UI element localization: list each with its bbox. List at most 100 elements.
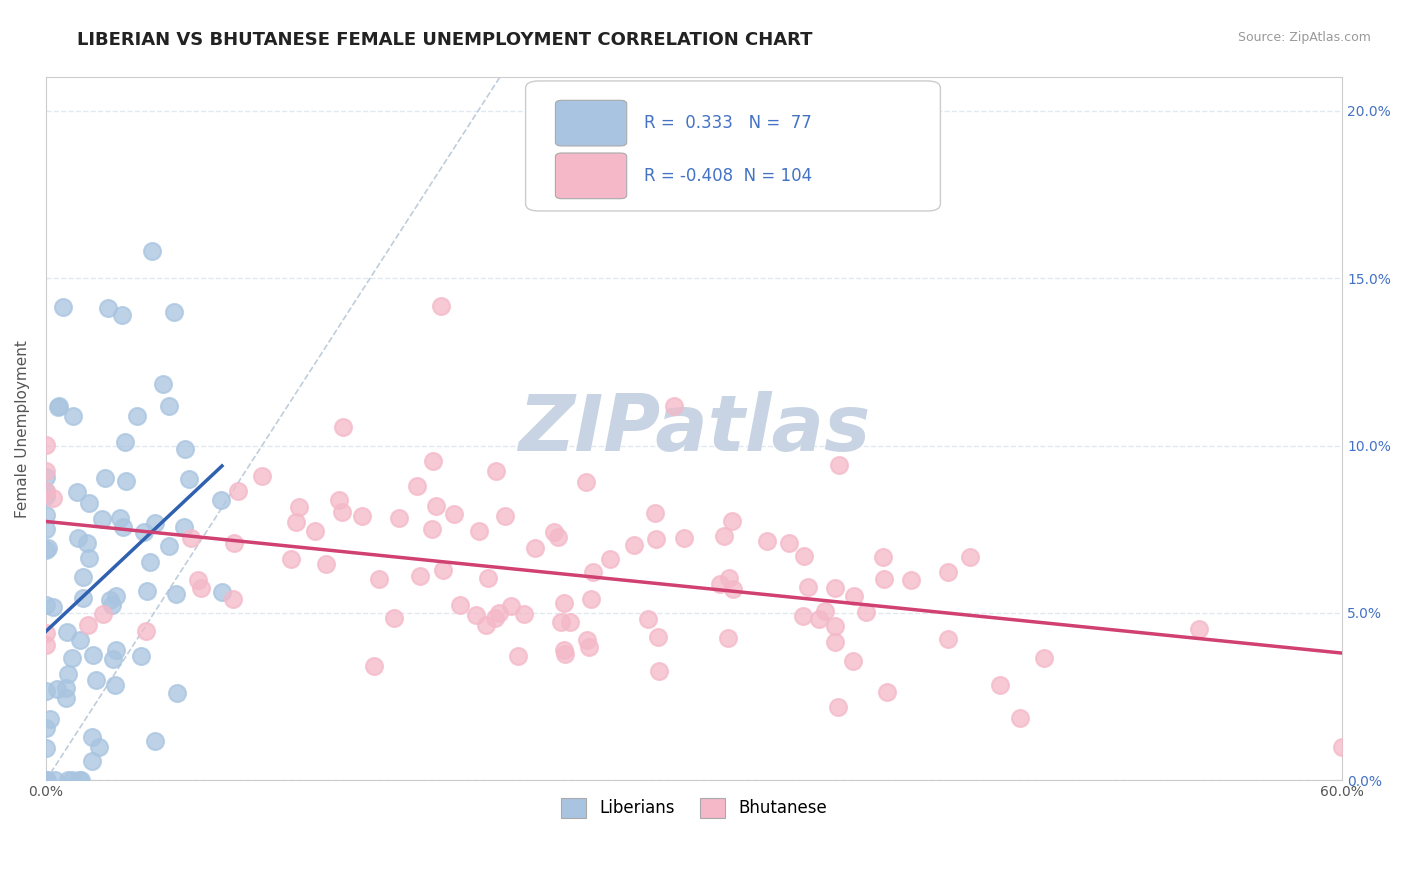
Point (547, 530, 569, 544)
Point (405, 479, 427, 493)
Point (506, 649, 529, 664)
Point (52, 300, 75, 314)
Point (35, 773, 58, 788)
Point (35, 464, 58, 478)
Point (422, 454, 444, 468)
Point (827, 699, 849, 714)
Point (988, 677, 1011, 691)
Point (755, 533, 778, 548)
Point (814, 605, 837, 619)
Point (224, 536, 246, 550)
Point (60, 773, 83, 788)
Point (808, 612, 831, 626)
Point (499, 599, 522, 613)
Point (35, 638, 58, 652)
Text: ZIPatlas: ZIPatlas (517, 391, 870, 467)
Point (855, 605, 877, 619)
Point (468, 524, 491, 538)
Point (55, 625, 77, 640)
Point (328, 492, 350, 507)
Point (284, 516, 307, 530)
Point (44, 773, 66, 788)
Point (1188, 622, 1211, 636)
Point (330, 505, 353, 519)
Point (173, 520, 195, 534)
Point (425, 499, 447, 513)
Point (304, 524, 326, 539)
Point (134, 524, 156, 539)
Text: LIBERIAN VS BHUTANESE FEMALE UNEMPLOYMENT CORRELATION CHART: LIBERIAN VS BHUTANESE FEMALE UNEMPLOYMEN… (77, 31, 813, 49)
Point (62, 409, 84, 424)
Point (494, 508, 516, 523)
Point (288, 500, 311, 514)
Point (543, 524, 565, 539)
Point (936, 632, 959, 646)
Point (35, 438, 58, 452)
Point (46, 682, 69, 697)
Point (66, 485, 89, 500)
Point (56, 667, 79, 681)
Point (226, 483, 249, 498)
Point (721, 582, 744, 596)
Point (180, 531, 202, 545)
FancyBboxPatch shape (555, 153, 627, 199)
Point (37, 541, 59, 555)
Point (554, 647, 576, 661)
Point (136, 583, 159, 598)
Point (143, 516, 166, 531)
Point (579, 592, 602, 607)
Point (141, 244, 163, 259)
Point (35, 470, 58, 484)
Point (82, 730, 104, 744)
Point (42, 599, 65, 614)
Point (717, 631, 740, 645)
Point (332, 420, 354, 434)
Point (157, 399, 180, 413)
Point (1331, 740, 1354, 755)
Point (465, 607, 488, 622)
Point (77, 618, 100, 632)
Point (315, 557, 337, 571)
Point (842, 654, 865, 668)
Point (104, 642, 127, 657)
Point (69, 632, 91, 647)
Point (280, 552, 302, 566)
Point (644, 532, 666, 546)
Point (35, 684, 58, 698)
Point (77, 551, 100, 566)
Point (824, 635, 846, 649)
Point (72, 591, 94, 605)
Point (165, 587, 187, 601)
Point (647, 631, 669, 645)
Point (560, 615, 582, 629)
Y-axis label: Female Unemployment: Female Unemployment (15, 340, 30, 518)
Point (77, 495, 100, 509)
Point (449, 598, 471, 612)
Point (523, 541, 546, 556)
Point (575, 475, 598, 489)
Point (166, 686, 188, 700)
Point (108, 510, 131, 524)
Point (363, 659, 385, 673)
Point (42, 491, 65, 506)
Point (576, 632, 599, 647)
Point (1033, 651, 1056, 665)
Point (35, 740, 58, 755)
Point (98, 592, 121, 607)
Point (93, 471, 115, 485)
Point (55, 690, 77, 705)
Point (111, 308, 134, 322)
Point (115, 474, 138, 488)
Point (129, 649, 152, 664)
Point (60, 651, 83, 665)
Point (599, 552, 621, 566)
Point (368, 572, 391, 586)
Point (550, 615, 572, 630)
Point (97, 301, 120, 316)
Point (553, 596, 575, 610)
Point (143, 734, 166, 748)
Point (114, 435, 136, 450)
Point (778, 535, 800, 549)
Point (91, 511, 114, 525)
Point (38, 712, 60, 726)
